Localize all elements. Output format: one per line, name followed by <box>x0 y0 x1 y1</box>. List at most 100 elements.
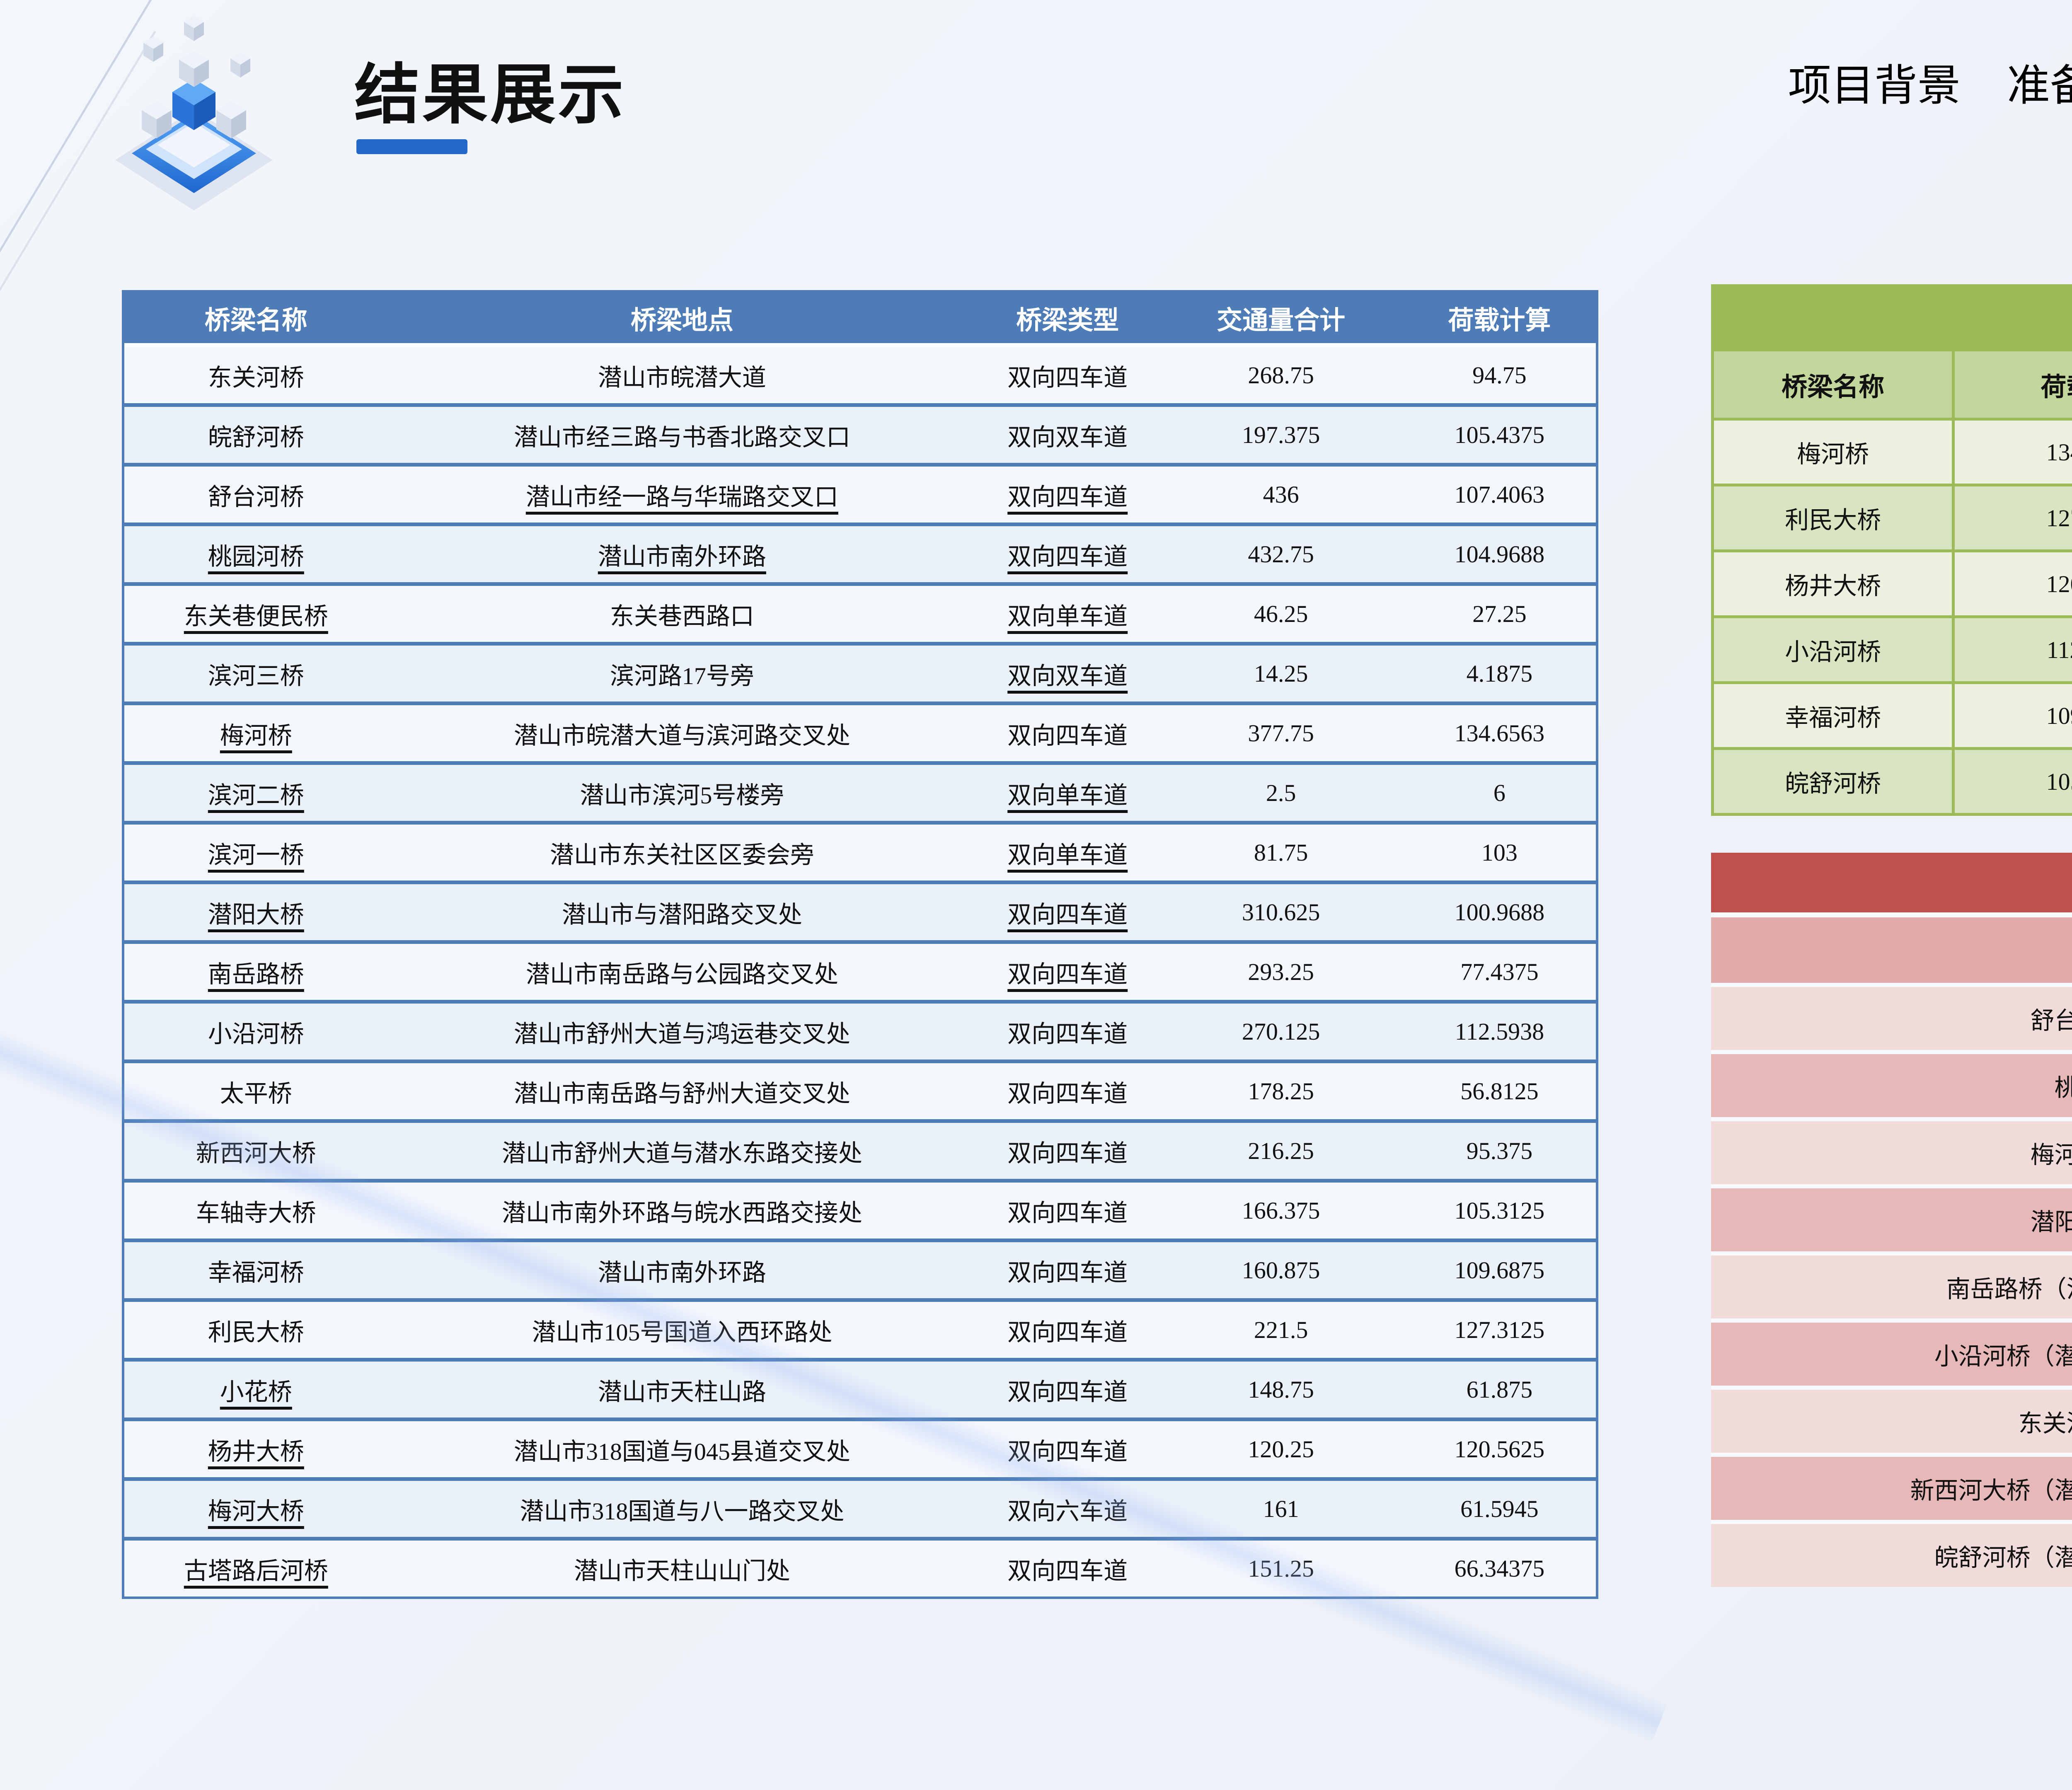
bridge-cell-type: 双向四车道 <box>976 1537 1159 1596</box>
bridge-cell-text: 潜山市舒州大道与潜水东路交接处 <box>501 1139 862 1167</box>
bridge-cell-traffic: 160.875 <box>1159 1238 1403 1298</box>
bridge-cell-traffic: 161 <box>1159 1477 1403 1537</box>
high-load-cell-name: 杨井大桥 <box>1711 549 1955 618</box>
page-title: 结果展示 <box>354 58 626 131</box>
bridge-cell-traffic: 268.75 <box>1159 343 1403 403</box>
bridge-cell-traffic: 120.25 <box>1159 1417 1403 1477</box>
high-flow-row-新西河大桥（潜山市舒州大道与潜山东路交接处）: 新西河大桥（潜山市舒州大道与潜山东路交接处）216.25/十分钟 <box>1711 1457 2072 1524</box>
bridge-cell-load: 95.375 <box>1403 1119 1596 1179</box>
high-load-cell-name: 幸福河桥 <box>1711 681 1955 750</box>
bridge-cell-text: 双向四车道 <box>1007 543 1128 570</box>
bridge-cell-type: 双向四车道 <box>976 1179 1159 1238</box>
bridge-cell-text: 61.5945 <box>1460 1495 1539 1522</box>
high-flow-cell-name: 潜阳大桥（潜阳市潜阳路） <box>1711 1188 2072 1255</box>
bridge-cell-text: 436 <box>1263 481 1299 508</box>
bridge-cell-text: 107.4063 <box>1454 481 1545 508</box>
bridge-cell-text: 双向四车道 <box>1007 1438 1128 1465</box>
bridge-cell-text: 潜山市天柱山山门处 <box>574 1557 790 1584</box>
bridge-col-header: 荷载计算 <box>1403 293 1596 343</box>
bridge-cell-loc: 潜山市318国道与045县道交叉处 <box>387 1417 977 1477</box>
nav-item-项目背景[interactable]: 项目背景 <box>1788 62 1961 110</box>
bridge-cell-traffic: 310.625 <box>1159 880 1403 940</box>
bridge-cell-text: 滨河路17号旁 <box>610 662 754 689</box>
bridge-row-车轴寺大桥: 车轴寺大桥 潜山市南外环路与皖水西路交接处 双向四车道 166.375 105.3125 <box>124 1179 1596 1238</box>
bridge-cell-text: 潜山市天柱山路 <box>598 1378 766 1405</box>
bridge-cell-text: 潜山市南外环路 <box>598 543 766 570</box>
bridge-cell-loc: 潜山市舒州大道与潜水东路交接处 <box>387 1119 977 1179</box>
high-load-table-title: 高荷载桥梁（>105） <box>1711 284 2072 351</box>
bridge-cell-text: 151.25 <box>1248 1555 1314 1582</box>
bridge-cell-name: 利民大桥 <box>124 1298 388 1358</box>
bridge-cell-text: 6 <box>1493 779 1506 806</box>
bridge-cell-text: 梅河桥 <box>220 722 292 749</box>
bridge-cell-name: 古塔路后河桥 <box>124 1537 388 1596</box>
high-load-cell-load: 112.59 <box>1952 615 2072 684</box>
bridge-row-利民大桥: 利民大桥 潜山市105号国道入西环路处 双向四车道 221.5 127.3125 <box>124 1298 1596 1358</box>
bridge-cell-text: 94.75 <box>1472 362 1527 389</box>
bridge-cell-text: 432.75 <box>1248 541 1314 568</box>
bridge-cell-text: 舒台河桥 <box>208 483 304 510</box>
bridge-row-滨河三桥: 滨河三桥 滨河路17号旁 双向双车道 14.25 4.1875 <box>124 642 1596 701</box>
bridge-cell-name: 小沿河桥 <box>124 1000 388 1059</box>
bridge-cell-text: 293.25 <box>1248 958 1314 985</box>
bridge-cell-text: 46.25 <box>1254 600 1308 627</box>
bridge-cell-load: 127.3125 <box>1403 1298 1596 1358</box>
bridge-cell-name: 幸福河桥 <box>124 1238 388 1298</box>
bridge-cell-traffic: 2.5 <box>1159 761 1403 821</box>
bridge-cell-text: 双向四车道 <box>1007 1557 1128 1584</box>
bridge-row-太平桥: 太平桥 潜山市南岳路与舒州大道交叉处 双向四车道 178.25 56.8125 <box>124 1059 1596 1119</box>
bridge-cell-name: 皖舒河桥 <box>124 403 388 463</box>
bridge-cell-text: 双向四车道 <box>1007 1020 1128 1047</box>
bridge-cell-loc: 潜山市南岳路与公园路交叉处 <box>387 940 977 1000</box>
bridge-cell-type: 双向四车道 <box>976 940 1159 1000</box>
bridge-cell-text: 14.25 <box>1254 660 1308 687</box>
high-load-cell-load: 134.66 <box>1952 418 2072 486</box>
high-flow-row-皖舒河桥（潜山市经三路与书香北路交叉口）: 皖舒河桥（潜山市经三路与书香北路交叉口）197.375/十分钟 <box>1711 1524 2072 1587</box>
bridge-row-东关巷便民桥: 东关巷便民桥 东关巷西路口 双向单车道 46.25 27.25 <box>124 582 1596 642</box>
bridge-cell-type: 双向四车道 <box>976 1119 1159 1179</box>
bridge-row-舒台河桥: 舒台河桥 潜山市经一路与华瑞路交叉口 双向四车道 436 107.4063 <box>124 463 1596 522</box>
bridge-cell-text: 221.5 <box>1254 1316 1308 1343</box>
bridge-cell-name: 梅河大桥 <box>124 1477 388 1537</box>
bridge-cell-text: 104.9688 <box>1454 541 1545 568</box>
isometric-cubes-logo <box>115 16 273 210</box>
bridge-cell-text: 95.375 <box>1466 1137 1533 1164</box>
bridge-cell-loc: 潜山市与潜阳路交叉处 <box>387 880 977 940</box>
bridge-cell-text: 小花桥 <box>220 1378 292 1405</box>
bridge-cell-text: 双向四车道 <box>1007 1199 1128 1226</box>
bridge-cell-load: 105.4375 <box>1403 403 1596 463</box>
bridge-cell-loc: 潜山市滨河5号楼旁 <box>387 761 977 821</box>
bridge-cell-name: 潜阳大桥 <box>124 880 388 940</box>
bridge-cell-loc: 潜山市皖潜大道与滨河路交叉处 <box>387 701 977 761</box>
bridge-cell-text: 潜山市105号国道入西环路处 <box>532 1318 833 1346</box>
bridge-cell-type: 双向双车道 <box>976 642 1159 701</box>
high-flow-cell-name: 皖舒河桥（潜山市经三路与书香北路交叉口） <box>1711 1524 2072 1587</box>
bridge-cell-loc: 潜山市南外环路 <box>387 1238 977 1298</box>
bridge-cell-loc: 潜山市南岳路与舒州大道交叉处 <box>387 1059 977 1119</box>
high-load-row-利民大桥: 利民大桥127.31221.5国道入口，荷载突出 <box>1711 484 2072 552</box>
bridge-cell-load: 66.34375 <box>1403 1537 1596 1596</box>
bridge-row-新西河大桥: 新西河大桥 潜山市舒州大道与潜水东路交接处 双向四车道 216.25 95.375 <box>124 1119 1596 1179</box>
bridge-cell-traffic: 436 <box>1159 463 1403 522</box>
bridge-cell-text: 潜山市经三路与书香北路交叉口 <box>513 423 850 451</box>
bridge-cell-text: 双向四车道 <box>1007 364 1128 391</box>
high-load-cell-load: 127.31 <box>1952 484 2072 552</box>
bridge-cell-name: 杨井大桥 <box>124 1417 388 1477</box>
high-load-row-皖舒河桥: 皖舒河桥105.44197.38双车道中最高 <box>1711 747 2072 816</box>
high-flow-row-梅河桥（皖潜大道交叉口）: 梅河桥（皖潜大道交叉口）377.75/十分钟 <box>1711 1121 2072 1188</box>
bridge-cell-loc: 潜山市南外环路与皖水西路交接处 <box>387 1179 977 1238</box>
bridge-cell-text: 100.9688 <box>1454 899 1545 926</box>
bridge-cell-text: 127.3125 <box>1454 1316 1545 1343</box>
nav-item-准备工作[interactable]: 准备工作 <box>2007 62 2072 110</box>
high-flow-cell-name: 桃园河桥（南外环路） <box>1711 1054 2072 1121</box>
bridge-cell-text: 178.25 <box>1248 1078 1314 1105</box>
bridge-cell-name: 梅河桥 <box>124 701 388 761</box>
high-flow-table-title: 高流量桥梁 <box>1711 853 2072 917</box>
high-flow-table-header: 桥梁名称交通量 <box>1711 917 2072 987</box>
bridge-cell-name: 桃园河桥 <box>124 522 388 582</box>
bridge-cell-name: 车轴寺大桥 <box>124 1179 388 1238</box>
bridge-cell-name: 小花桥 <box>124 1358 388 1417</box>
high-flow-row-东关河桥（潜山市皖潜大道）: 东关河桥（潜山市皖潜大道）268.75/十分钟 <box>1711 1390 2072 1457</box>
bridge-cell-name: 新西河大桥 <box>124 1119 388 1179</box>
